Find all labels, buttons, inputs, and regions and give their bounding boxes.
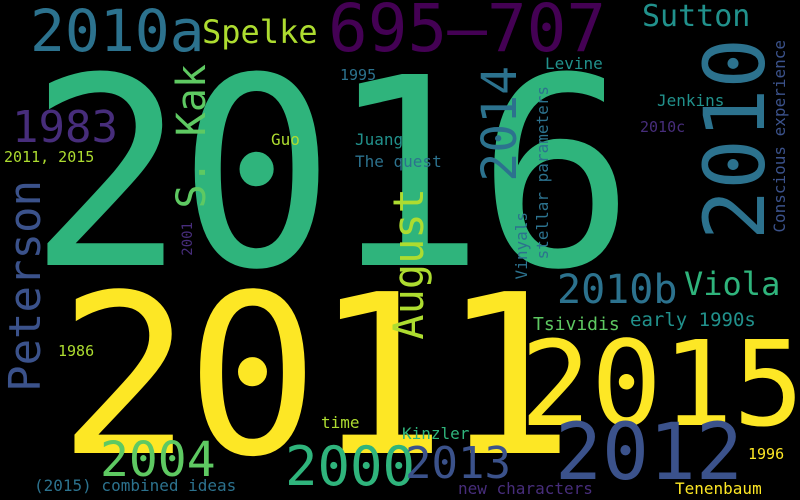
word-2000: 2000 [285, 435, 416, 498]
word-2010: 2010 [686, 38, 784, 241]
word-2012: 2012 [555, 408, 743, 498]
word-jenkins: Jenkins [657, 91, 725, 110]
word-2010c: 2010c [640, 118, 686, 136]
word-2011: 2011 [58, 248, 575, 500]
word-tsividis: Tsividis [533, 314, 620, 335]
word-new-characters: new characters [458, 479, 593, 498]
word-2016: 2016 [28, 22, 635, 327]
word-2015: 2015 [520, 315, 800, 453]
word-tenenbaum: Tenenbaum [675, 479, 762, 498]
word-1996: 1996 [748, 445, 785, 463]
word-august: August [384, 188, 433, 340]
word-conscious-experience: Conscious experience [770, 40, 789, 233]
word-early-1990s: early 1990s [630, 309, 756, 331]
word-s-kak: S. Kak [169, 64, 215, 209]
word-1983: 1983 [12, 102, 118, 153]
word-695-707: 695–707 [328, 0, 607, 67]
word-viola: Viola [684, 265, 781, 303]
word-guo: Guo [271, 130, 300, 149]
word-2004: 2004 [100, 432, 216, 488]
word-1995: 1995 [340, 66, 377, 84]
word-combined-ideas: (2015) combined ideas [34, 476, 237, 495]
word-time: time [321, 413, 360, 432]
word-the-quest: The quest [355, 152, 442, 171]
word-2001: 2001 [180, 222, 196, 256]
word-levine: Levine [545, 54, 603, 73]
word-kinzler: Kinzler [402, 424, 470, 443]
word-2014: 2014 [472, 66, 528, 182]
word-juang: Juang [355, 130, 404, 149]
word-peterson: Peterson [0, 180, 51, 392]
word-2011-2015: 2011, 2015 [4, 148, 95, 166]
word-1986: 1986 [58, 342, 95, 360]
word-2010a: 2010a [30, 0, 205, 65]
word-vinyals: Vinyals [512, 212, 531, 280]
word-2013: 2013 [405, 438, 511, 489]
word-spelke: Spelke [202, 13, 318, 51]
word-2010b: 2010b [557, 267, 678, 313]
word-stellar-parameters: stellar parameters [533, 86, 552, 260]
word-sutton: Sutton [642, 0, 751, 34]
